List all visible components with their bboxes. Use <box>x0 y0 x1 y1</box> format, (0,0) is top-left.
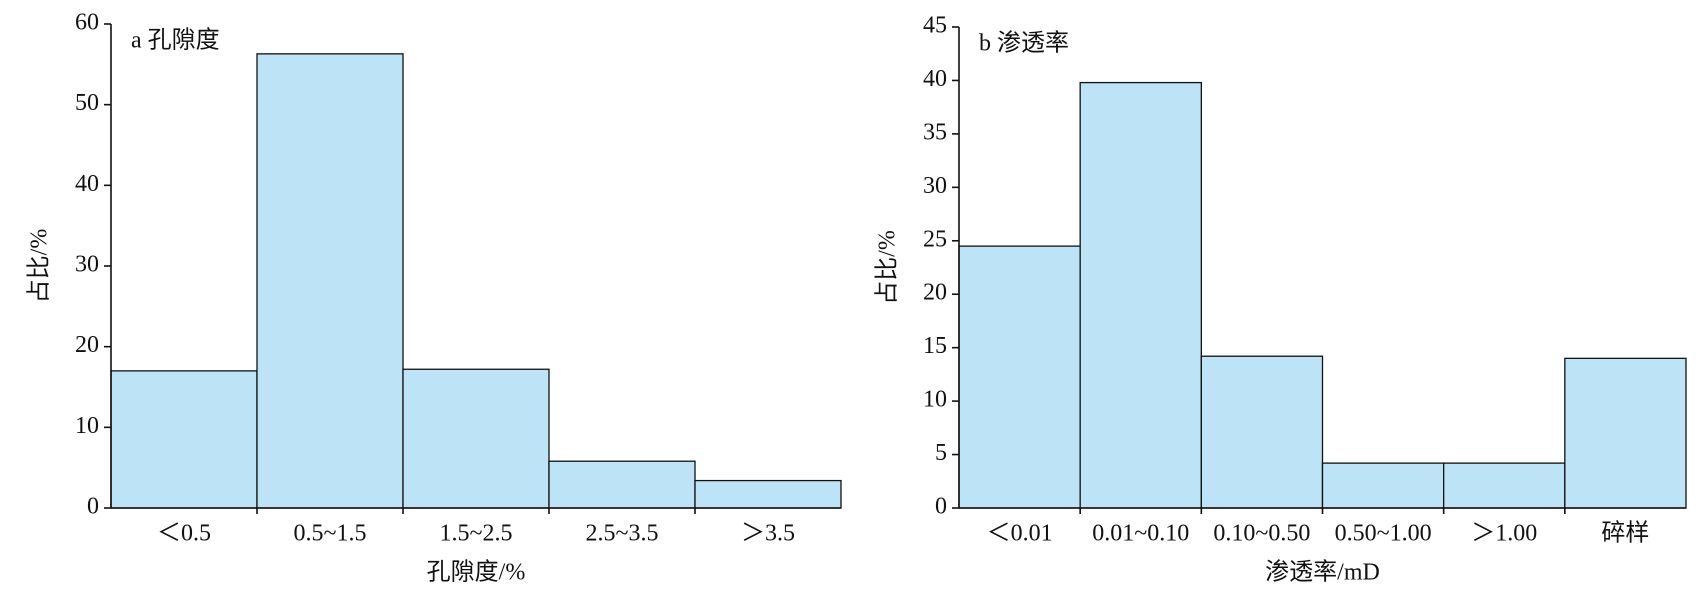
x-tick-label: 2.5~3.5 <box>586 521 659 547</box>
bar <box>694 479 842 509</box>
bar <box>1079 81 1202 509</box>
y-tick-label: 10 <box>923 387 947 413</box>
bar <box>1321 462 1445 509</box>
x-tick-label: 碎样 <box>1601 520 1649 547</box>
chart-title: a 孔隙度 <box>131 27 220 54</box>
y-axis-label: 占比/% <box>26 229 53 304</box>
y-tick-label: 35 <box>923 119 947 145</box>
y-tick-label: 40 <box>923 66 947 92</box>
x-tick-label: 1.5~2.5 <box>440 521 513 547</box>
x-tick-label: 0.50~1.00 <box>1335 521 1432 547</box>
x-tick-label: 0.5~1.5 <box>294 521 367 547</box>
y-tick-label: 20 <box>923 280 947 306</box>
y-tick-label: 0 <box>935 494 947 520</box>
x-tick-label: ＞1.00 <box>1471 521 1537 547</box>
chart-title: b 渗透率 <box>979 30 1069 57</box>
y-tick-label: 40 <box>75 171 99 197</box>
x-tick-label: 0.10~0.50 <box>1213 521 1310 547</box>
y-tick-label: 5 <box>935 440 947 466</box>
y-axis-label: 占比/% <box>874 230 901 305</box>
y-tick-label: 30 <box>923 173 947 199</box>
bar <box>110 370 258 509</box>
y-tick-label: 60 <box>75 10 99 36</box>
y-tick-label: 10 <box>75 413 99 439</box>
bar <box>548 460 696 509</box>
y-tick-label: 45 <box>923 13 947 39</box>
y-tick-label: 25 <box>923 226 947 252</box>
x-axis-label: 渗透率/mD <box>1265 559 1380 586</box>
y-tick-label: 20 <box>75 332 99 358</box>
y-tick-label: 30 <box>75 252 99 278</box>
bar <box>1200 355 1324 509</box>
x-tick-label: ＞3.5 <box>741 521 795 547</box>
bar <box>256 53 404 509</box>
x-axis-label: 孔隙度/% <box>427 559 526 586</box>
y-tick-label: 50 <box>75 90 99 116</box>
bar <box>958 245 1081 509</box>
bar <box>1443 462 1566 509</box>
x-tick-label: ＜0.5 <box>157 521 211 547</box>
bar <box>402 368 550 509</box>
x-tick-label: ＜0.01 <box>987 521 1053 547</box>
bar <box>1564 357 1687 509</box>
y-tick-label: 15 <box>923 333 947 359</box>
y-tick-label: 0 <box>87 494 99 520</box>
x-tick-label: 0.01~0.10 <box>1092 521 1189 547</box>
